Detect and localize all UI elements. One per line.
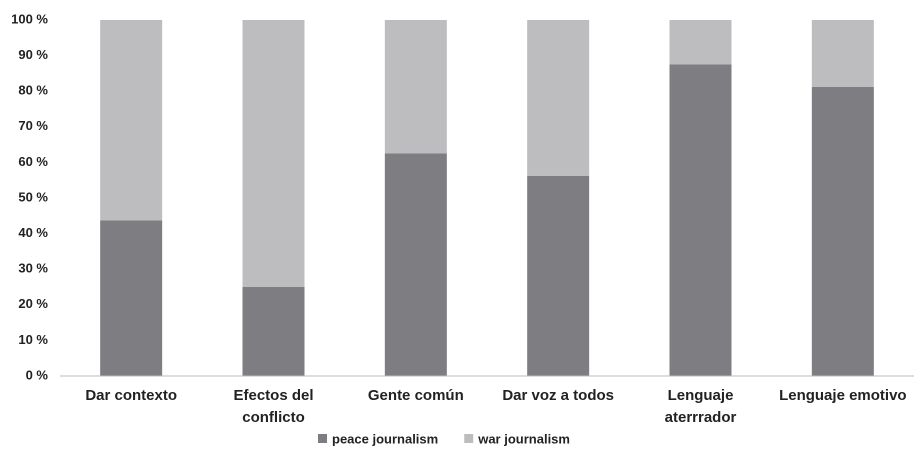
bar-segment xyxy=(669,20,732,65)
bar-segment xyxy=(669,64,732,376)
legend-label: war journalism xyxy=(477,431,570,446)
x-tick-label: Lenguaje aterrrador xyxy=(665,387,737,426)
y-tick-label: 10 % xyxy=(18,332,48,347)
y-tick-label: 0 % xyxy=(26,367,49,382)
bar-segment xyxy=(100,20,163,221)
y-tick-label: 30 % xyxy=(18,261,48,276)
bar-segment xyxy=(384,153,447,376)
x-tick-label: Dar voz a todos xyxy=(502,387,614,404)
legend-label: peace journalism xyxy=(332,431,438,446)
legend-swatch xyxy=(464,434,474,443)
bar-segment xyxy=(527,175,590,376)
y-tick-label: 50 % xyxy=(18,189,48,204)
bar-segment xyxy=(384,20,447,154)
y-tick-label: 90 % xyxy=(18,47,48,62)
x-tick-label: Lenguaje emotivo xyxy=(779,387,907,404)
bar-segment xyxy=(527,20,590,176)
x-tick-label: Gente común xyxy=(368,387,464,404)
bar-segment xyxy=(100,220,163,376)
y-tick-label: 80 % xyxy=(18,83,48,98)
y-tick-label: 100 % xyxy=(11,11,48,26)
bar-segment xyxy=(811,86,874,376)
y-tick-label: 70 % xyxy=(18,118,48,133)
bar-segment xyxy=(242,20,305,287)
bar-segment xyxy=(811,20,874,87)
x-tick-label: Efectos del conflicto xyxy=(233,387,313,426)
y-tick-label: 60 % xyxy=(18,154,48,169)
x-tick-label: Dar contexto xyxy=(85,387,177,404)
bar-segment xyxy=(242,287,305,376)
legend-swatch xyxy=(318,434,327,443)
y-tick-label: 20 % xyxy=(18,296,48,311)
y-tick-label: 40 % xyxy=(18,225,48,240)
